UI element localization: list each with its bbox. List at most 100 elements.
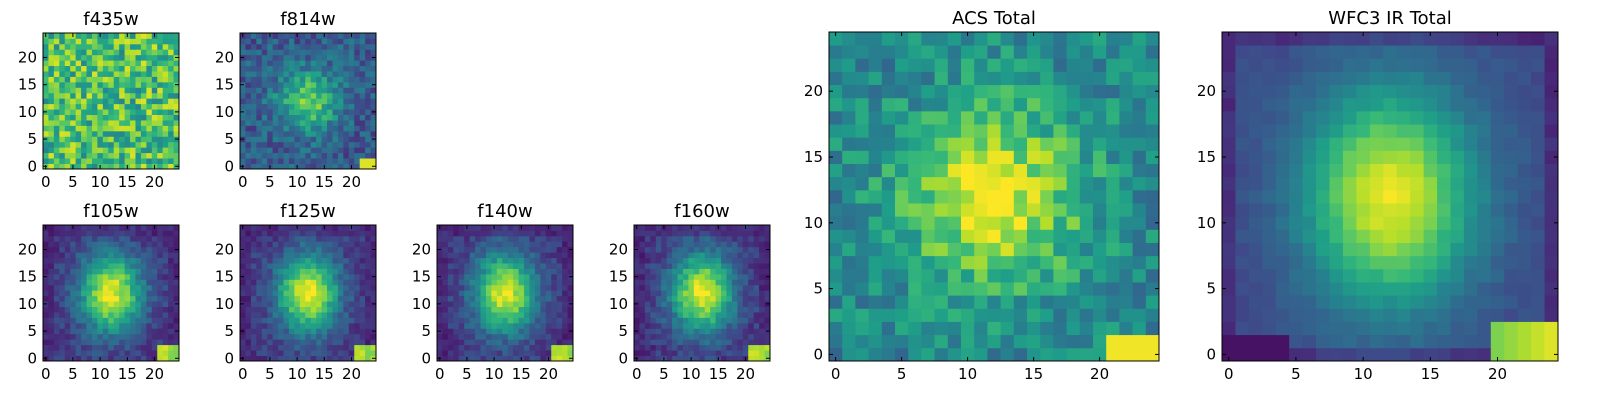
heatmap-cell bbox=[97, 312, 104, 318]
heatmap-cell bbox=[540, 322, 547, 329]
heatmap-cell bbox=[644, 241, 651, 248]
heatmap-cell bbox=[245, 71, 252, 77]
heatmap-cell bbox=[310, 33, 317, 39]
heatmap-cell bbox=[974, 97, 988, 112]
heatmap-cell bbox=[337, 273, 344, 280]
heatmap-cell bbox=[1079, 58, 1094, 72]
heatmap-cell bbox=[1289, 255, 1304, 270]
heatmap-cell bbox=[359, 33, 366, 39]
heatmap-cell bbox=[731, 339, 738, 346]
panel-title: f814w bbox=[280, 9, 335, 30]
heatmap-cell bbox=[715, 284, 722, 291]
heatmap-cell bbox=[934, 229, 949, 243]
heatmap-cell bbox=[135, 241, 142, 248]
heatmap-cell bbox=[1356, 203, 1371, 217]
heatmap-cell bbox=[921, 189, 935, 204]
heatmap-cell bbox=[91, 350, 98, 356]
heatmap-cell bbox=[442, 344, 449, 351]
heatmap-cell bbox=[908, 124, 922, 138]
heatmap-cell bbox=[742, 350, 749, 356]
heatmap-cell bbox=[513, 344, 519, 351]
heatmap-cell bbox=[1053, 255, 1067, 270]
heatmap-cell bbox=[97, 125, 104, 132]
heatmap-cell bbox=[261, 312, 268, 318]
heatmap-cell bbox=[1477, 229, 1492, 243]
heatmap-cell bbox=[545, 344, 552, 351]
heatmap-cell bbox=[1490, 347, 1505, 362]
heatmap-cell bbox=[868, 216, 883, 230]
heatmap-cell bbox=[168, 235, 174, 242]
heatmap-cell bbox=[321, 54, 328, 61]
heatmap-cell bbox=[974, 176, 988, 191]
heatmap-cell bbox=[245, 136, 252, 143]
heatmap-cell bbox=[639, 246, 646, 253]
heatmap-cell bbox=[524, 350, 530, 356]
heatmap-cell bbox=[283, 257, 290, 264]
heatmap-cell bbox=[113, 328, 120, 335]
heatmap-cell bbox=[502, 290, 509, 297]
heatmap-cell bbox=[753, 295, 760, 302]
heatmap-cell bbox=[102, 136, 109, 143]
heatmap-cell bbox=[53, 49, 60, 56]
heatmap-cell bbox=[934, 84, 949, 99]
heatmap-cell bbox=[447, 290, 454, 297]
heatmap-cell bbox=[359, 136, 366, 143]
heatmap-cell bbox=[294, 158, 301, 164]
heatmap-cell bbox=[108, 257, 115, 264]
heatmap-cell bbox=[283, 92, 290, 99]
heatmap-cell bbox=[140, 103, 147, 110]
heatmap-cell bbox=[842, 32, 856, 46]
heatmap-cell bbox=[327, 109, 333, 115]
heatmap-cell bbox=[480, 279, 487, 286]
heatmap-cell bbox=[855, 282, 869, 296]
heatmap-cell bbox=[75, 268, 82, 275]
heatmap-cell bbox=[151, 317, 158, 324]
heatmap-cell bbox=[250, 263, 257, 269]
heatmap-cell bbox=[332, 273, 339, 280]
heatmap-cell bbox=[639, 252, 646, 259]
heatmap-cell bbox=[102, 230, 109, 237]
panel-title: f105w bbox=[83, 201, 138, 222]
heatmap-cell bbox=[162, 49, 169, 56]
heatmap-cell bbox=[1275, 308, 1290, 322]
heatmap-cell bbox=[650, 301, 657, 307]
heatmap-cell bbox=[278, 71, 284, 77]
heatmap-cell bbox=[829, 71, 843, 86]
heatmap-cell bbox=[556, 322, 563, 329]
heatmap-cell bbox=[140, 60, 147, 67]
heatmap-cell bbox=[556, 290, 563, 297]
heatmap-cell bbox=[97, 257, 104, 264]
heatmap-cell bbox=[682, 355, 689, 362]
heatmap-cell bbox=[370, 65, 377, 72]
heatmap-cell bbox=[480, 263, 487, 269]
heatmap-cell bbox=[359, 355, 366, 362]
heatmap-cell bbox=[1463, 347, 1478, 362]
heatmap-cell bbox=[1383, 255, 1398, 270]
heatmap-cell bbox=[113, 317, 120, 324]
heatmap-cell bbox=[1329, 189, 1344, 204]
heatmap-cell bbox=[168, 339, 174, 346]
heatmap-cell bbox=[59, 273, 66, 280]
heatmap-cell bbox=[157, 54, 164, 61]
y-tick-label: 0 bbox=[421, 349, 431, 367]
heatmap-cell bbox=[437, 312, 443, 318]
heatmap-cell bbox=[895, 163, 909, 178]
heatmap-cell bbox=[305, 163, 312, 170]
heatmap-cell bbox=[829, 347, 843, 362]
heatmap-cell bbox=[737, 344, 744, 351]
heatmap-cell bbox=[644, 350, 651, 356]
heatmap-cell bbox=[162, 225, 169, 231]
heatmap-cell bbox=[921, 58, 935, 72]
heatmap-cell bbox=[102, 109, 109, 115]
heatmap-cell bbox=[135, 71, 142, 77]
heatmap-cell bbox=[97, 130, 104, 137]
heatmap-cell bbox=[250, 87, 257, 94]
heatmap-cell bbox=[43, 317, 49, 324]
heatmap-cell bbox=[288, 333, 295, 340]
heatmap-cell bbox=[365, 252, 371, 259]
heatmap-cell bbox=[1437, 308, 1451, 322]
heatmap-cell bbox=[1477, 216, 1492, 230]
heatmap-cell bbox=[469, 225, 476, 231]
heatmap-cell bbox=[1040, 189, 1054, 204]
heatmap-cell bbox=[1000, 282, 1015, 296]
